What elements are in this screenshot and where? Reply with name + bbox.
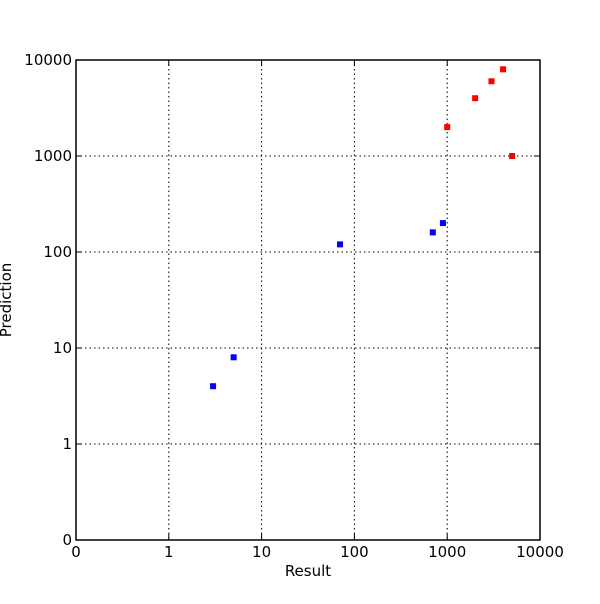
y-tick-label: 10000	[24, 51, 72, 69]
data-point-series-1	[210, 383, 217, 390]
data-point-series-2	[472, 95, 479, 102]
grid-lines	[76, 60, 540, 540]
x-tick-label: 0	[71, 543, 81, 561]
x-tick-label: 10	[252, 543, 271, 561]
data-point-series-1	[439, 220, 446, 227]
y-tick-label: 100	[43, 243, 72, 261]
y-tick-label: 10	[53, 339, 72, 357]
y-tick-label: 0	[62, 531, 72, 549]
y-tick-label: 1	[62, 435, 72, 453]
tick-labels: 0 1 10 100 1000 10000 0 1 10 100 1000 10000	[24, 51, 564, 561]
data-point-series-1	[429, 229, 436, 236]
x-tick-label: 100	[340, 543, 369, 561]
data-point-series-1	[337, 241, 344, 248]
data-point-series-2	[488, 78, 495, 85]
data-points	[210, 66, 516, 390]
x-axis-label: Result	[285, 562, 331, 580]
x-tick-label: 10000	[516, 543, 564, 561]
data-point-series-2	[444, 124, 451, 131]
y-axis-label: Prediction	[0, 263, 15, 338]
x-tick-label: 1000	[428, 543, 466, 561]
x-tick-label: 1	[164, 543, 174, 561]
plot-frame	[75, 59, 541, 541]
y-tick-label: 1000	[34, 147, 72, 165]
data-point-series-1	[230, 354, 237, 361]
data-point-series-2	[509, 153, 516, 159]
data-point-series-2	[500, 66, 507, 73]
axis-ticks	[75, 59, 541, 541]
